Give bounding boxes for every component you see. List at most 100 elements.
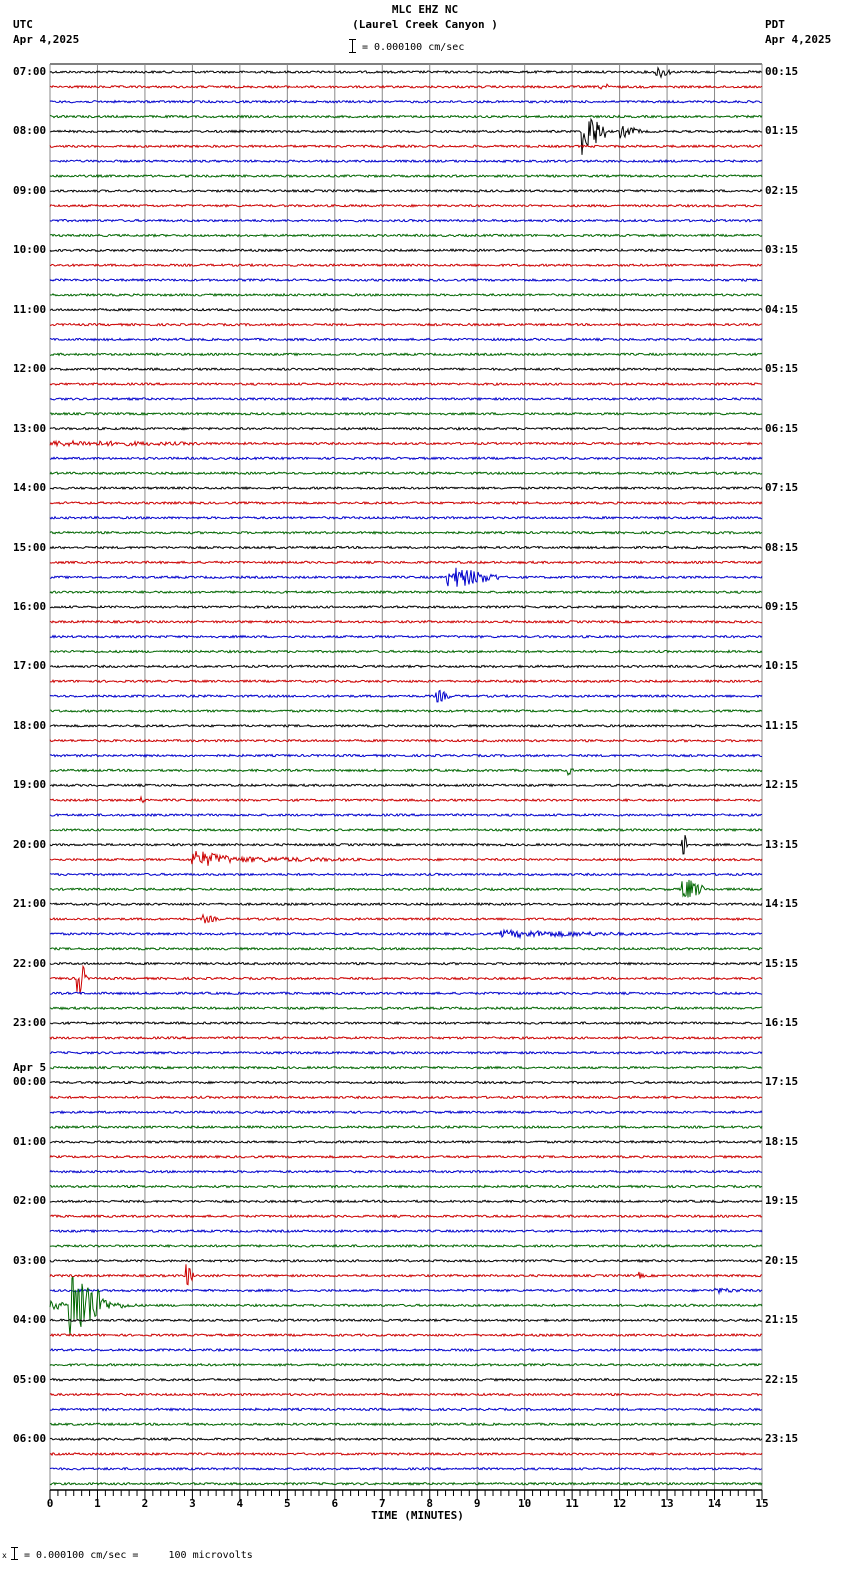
trace-1 xyxy=(49,83,763,90)
trace-21 xyxy=(49,382,762,387)
right-time-label: 19:15 xyxy=(765,1194,799,1208)
x-tick-label: 10 xyxy=(518,1497,532,1510)
trace-93 xyxy=(49,1451,763,1457)
trace-77 xyxy=(49,1214,763,1219)
trace-83 xyxy=(49,1276,763,1336)
trace-31 xyxy=(49,530,762,535)
trace-38 xyxy=(49,634,763,639)
trace-52 xyxy=(49,834,763,855)
trace-4 xyxy=(49,117,763,155)
trace-11 xyxy=(49,233,763,238)
trace-5 xyxy=(49,144,763,149)
left-time-label: 21:00 xyxy=(13,897,47,911)
trace-88 xyxy=(49,1377,763,1382)
trace-90 xyxy=(49,1407,762,1412)
trace-23 xyxy=(49,411,763,416)
trace-35 xyxy=(49,590,763,595)
trace-2 xyxy=(49,99,763,104)
trace-22 xyxy=(49,396,763,402)
trace-92 xyxy=(49,1436,763,1442)
left-date: Apr 4,2025 xyxy=(13,33,80,46)
trace-65 xyxy=(49,1035,763,1040)
trace-44 xyxy=(49,723,763,728)
right-time-label: 00:15 xyxy=(765,65,799,78)
x-tick-label: 15 xyxy=(755,1497,769,1510)
trace-73 xyxy=(49,1154,763,1160)
trace-95 xyxy=(49,1481,763,1486)
trace-46 xyxy=(49,753,762,758)
trace-69 xyxy=(49,1095,763,1100)
x-tick-label: 6 xyxy=(331,1497,339,1510)
trace-78 xyxy=(49,1228,763,1234)
right-time-label: 04:15 xyxy=(765,302,799,316)
trace-40 xyxy=(50,664,763,669)
x-tick-label: 9 xyxy=(473,1497,481,1510)
trace-26 xyxy=(49,456,763,461)
left-time-label: Apr 5 xyxy=(13,1060,47,1074)
trace-79 xyxy=(49,1243,763,1249)
x-tick-label: 7 xyxy=(378,1497,386,1510)
x-tick-label: 4 xyxy=(236,1497,244,1510)
left-timezone: UTC xyxy=(13,18,33,31)
trace-37 xyxy=(49,619,763,625)
right-time-label: 14:15 xyxy=(765,897,799,911)
trace-63 xyxy=(49,1005,763,1011)
trace-49 xyxy=(49,795,763,804)
trace-53 xyxy=(49,851,763,866)
right-time-label: 01:15 xyxy=(765,124,799,138)
right-time-label: 22:15 xyxy=(765,1372,799,1386)
trace-87 xyxy=(49,1362,763,1368)
left-time-label: 04:00 xyxy=(13,1313,47,1327)
trace-51 xyxy=(49,827,763,832)
left-time-label: 07:00 xyxy=(13,65,47,78)
trace-64 xyxy=(49,1020,763,1026)
trace-17 xyxy=(49,322,763,327)
right-time-label: 12:15 xyxy=(765,778,799,792)
right-time-label: 20:15 xyxy=(765,1253,799,1267)
trace-7 xyxy=(49,173,763,179)
trace-20 xyxy=(49,367,763,372)
right-time-label: 06:15 xyxy=(765,421,799,435)
station-location: (Laurel Creek Canyon ) xyxy=(352,18,498,31)
trace-56 xyxy=(49,901,763,907)
scale-bar-icon xyxy=(349,39,356,53)
x-tick-label: 0 xyxy=(46,1497,54,1510)
right-time-label: 15:15 xyxy=(765,956,799,970)
trace-12 xyxy=(49,248,763,253)
x-axis-title: TIME (MINUTES) xyxy=(371,1509,464,1522)
trace-66 xyxy=(49,1050,763,1055)
left-time-label: 01:00 xyxy=(13,1134,47,1148)
trace-58 xyxy=(49,928,763,940)
trace-45 xyxy=(49,738,763,743)
left-time-label: 19:00 xyxy=(13,778,47,792)
right-time-label: 09:15 xyxy=(765,599,799,613)
trace-0 xyxy=(49,66,763,79)
trace-43 xyxy=(50,708,763,714)
trace-19 xyxy=(50,352,763,357)
right-timezone: PDT xyxy=(765,18,785,31)
trace-10 xyxy=(49,218,763,223)
footer-marker: x xyxy=(2,1551,7,1560)
trace-81 xyxy=(49,1264,763,1286)
left-time-label: 03:00 xyxy=(13,1253,47,1267)
trace-89 xyxy=(49,1392,763,1397)
left-time-label: 22:00 xyxy=(13,956,47,970)
left-time-label: 15:00 xyxy=(13,540,47,554)
trace-80 xyxy=(49,1258,763,1263)
right-time-label: 18:15 xyxy=(765,1134,799,1148)
trace-55 xyxy=(49,879,763,898)
trace-15 xyxy=(49,292,763,297)
trace-34 xyxy=(50,567,763,587)
trace-13 xyxy=(49,262,763,268)
left-time-label: 05:00 xyxy=(13,1372,47,1386)
trace-28 xyxy=(49,486,763,491)
x-tick-label: 2 xyxy=(141,1497,149,1510)
right-time-label: 17:15 xyxy=(765,1075,799,1089)
right-date: Apr 4,2025 xyxy=(765,33,832,46)
left-time-label: 23:00 xyxy=(13,1016,47,1030)
x-tick-label: 8 xyxy=(426,1497,434,1510)
x-tick-label: 3 xyxy=(189,1497,196,1510)
trace-41 xyxy=(49,679,763,684)
right-time-label: 16:15 xyxy=(765,1016,799,1030)
